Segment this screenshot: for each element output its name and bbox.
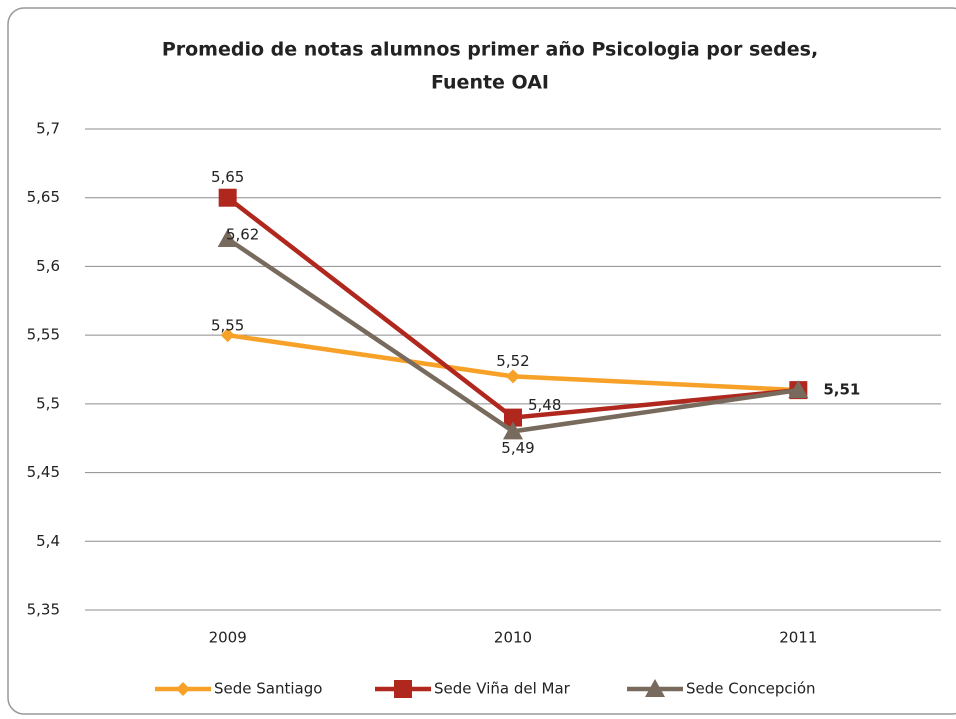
legend-marker bbox=[645, 679, 665, 697]
data-label: 5,62 bbox=[226, 225, 259, 243]
y-tick-label: 5,45 bbox=[27, 463, 60, 481]
data-marker bbox=[218, 188, 237, 207]
x-tick-label: 2011 bbox=[779, 629, 817, 647]
data-marker bbox=[788, 380, 809, 399]
legend-marker bbox=[176, 682, 190, 696]
y-tick-label: 5,7 bbox=[36, 120, 60, 138]
data-marker bbox=[506, 369, 520, 384]
chart-title: Promedio de notas alumnos primer año Psi… bbox=[162, 39, 818, 61]
legend-label: Sede Viña del Mar bbox=[434, 680, 571, 698]
data-label: 5,52 bbox=[496, 352, 529, 370]
data-label: 5,55 bbox=[211, 317, 244, 335]
legend-label: Sede Santiago bbox=[214, 680, 322, 698]
data-marker bbox=[220, 328, 235, 343]
data-label: 5,51 bbox=[823, 381, 860, 399]
data-marker bbox=[504, 408, 522, 427]
y-tick-label: 5,4 bbox=[36, 532, 60, 550]
legend-label: Sede Concepción bbox=[686, 680, 816, 698]
data-marker bbox=[217, 228, 238, 247]
x-tick-label: 2009 bbox=[209, 629, 247, 647]
data-label: 5,48 bbox=[528, 396, 561, 414]
x-tick-label: 2010 bbox=[494, 629, 532, 647]
data-label: 5,49 bbox=[501, 439, 534, 457]
y-tick-label: 5,55 bbox=[27, 326, 60, 344]
y-tick-label: 5,6 bbox=[36, 257, 60, 275]
legend-marker bbox=[394, 680, 412, 698]
y-tick-label: 5,35 bbox=[27, 601, 60, 619]
chart-border bbox=[7, 7, 956, 715]
y-tick-label: 5,65 bbox=[27, 188, 60, 206]
chart-title: Fuente OAI bbox=[431, 72, 549, 94]
data-marker bbox=[503, 421, 523, 440]
data-label: 5,65 bbox=[211, 168, 244, 186]
y-tick-label: 5,5 bbox=[36, 394, 60, 412]
